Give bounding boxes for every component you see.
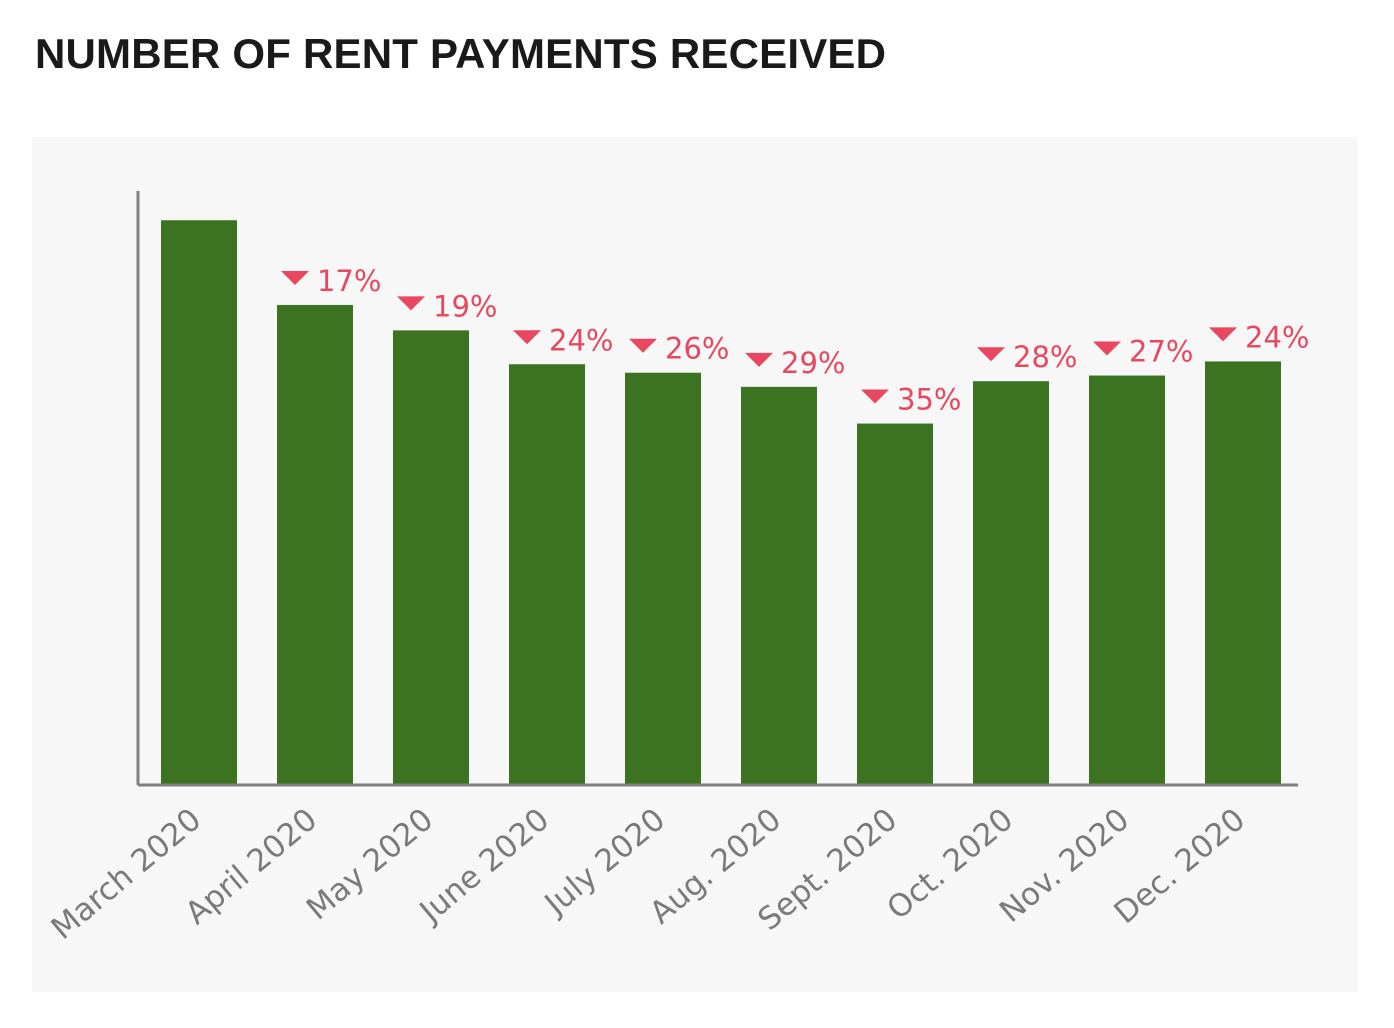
data-labels-layer: 17% 19% 24% 26% 29% 35% 28% 27% 24%: [281, 264, 1309, 417]
down-triangle-icon: [977, 347, 1005, 362]
data-label: 35%: [861, 383, 961, 417]
data-label: 19%: [397, 289, 497, 323]
down-triangle-icon: [281, 270, 309, 285]
bar: [857, 423, 933, 785]
data-label: 24%: [513, 323, 613, 357]
data-label: 24%: [1209, 320, 1309, 354]
bar: [625, 372, 701, 785]
data-label-text: 28%: [1013, 340, 1077, 374]
down-triangle-icon: [629, 338, 657, 353]
data-label-text: 26%: [665, 332, 729, 366]
data-label: 27%: [1093, 335, 1193, 369]
bar: [393, 330, 469, 785]
bar: [277, 304, 353, 785]
bars-layer: [161, 220, 1281, 785]
data-label: 26%: [629, 332, 729, 366]
bar: [1089, 375, 1165, 785]
chart-panel: 17% 19% 24% 26% 29% 35% 28% 27% 24% March 2020 Ap…: [32, 137, 1358, 992]
data-label-text: 17%: [317, 264, 381, 298]
data-label-text: 19%: [433, 289, 497, 323]
data-label-text: 35%: [897, 383, 961, 417]
bar: [741, 386, 817, 785]
down-triangle-icon: [745, 352, 773, 367]
bar: [161, 220, 237, 785]
bar: [509, 364, 585, 785]
bar-chart: 17% 19% 24% 26% 29% 35% 28% 27% 24% March 2020Ap…: [45, 191, 1309, 947]
axes-layer: [136, 191, 1298, 787]
down-triangle-icon: [397, 296, 425, 311]
data-label-text: 24%: [1245, 320, 1309, 354]
down-triangle-icon: [513, 330, 541, 345]
data-label-text: 29%: [781, 346, 845, 380]
data-label-text: 27%: [1129, 335, 1193, 369]
down-triangle-icon: [861, 389, 889, 404]
data-label-text: 24%: [549, 323, 613, 357]
bar: [1205, 361, 1281, 785]
page-title: NUMBER OF RENT PAYMENTS RECEIVED: [35, 30, 887, 77]
data-label: 28%: [977, 340, 1077, 374]
x-tick-label: March 2020: [45, 802, 209, 947]
data-label: 29%: [745, 346, 845, 380]
down-triangle-icon: [1209, 327, 1237, 342]
down-triangle-icon: [1093, 341, 1121, 356]
x-tick-label: June 2020: [412, 802, 556, 931]
bar: [973, 381, 1049, 785]
data-label: 17%: [281, 264, 381, 298]
